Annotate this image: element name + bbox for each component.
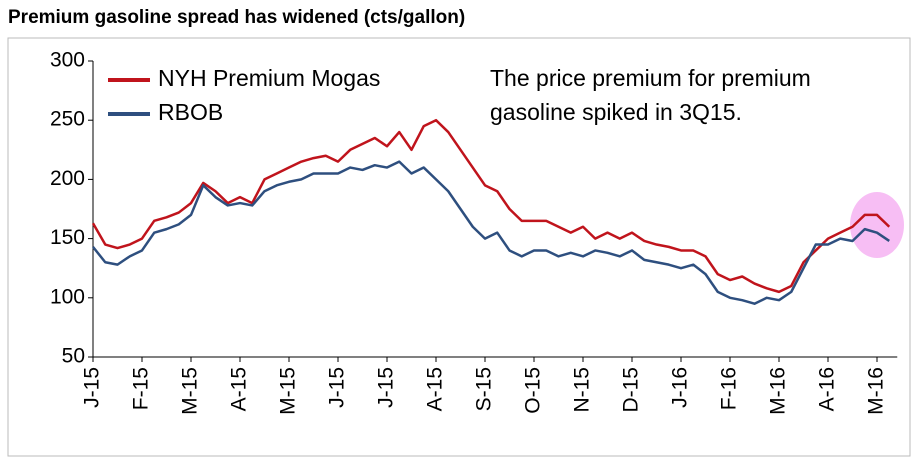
x-tick-label: J-15	[375, 367, 398, 408]
chart-frame	[7, 37, 911, 457]
x-tick-label: M-16	[865, 367, 888, 415]
y-tick-label: 150	[50, 226, 85, 249]
x-tick-label: N-15	[571, 367, 594, 413]
x-tick-label: J-16	[669, 367, 692, 408]
y-tick-label: 250	[50, 108, 85, 131]
annotation: The price premium for premium	[490, 65, 811, 91]
annotation: gasoline spiked in 3Q15.	[490, 99, 742, 125]
x-tick-label: A-16	[816, 367, 839, 411]
legend-label: RBOB	[158, 99, 223, 125]
highlight	[850, 192, 904, 258]
x-tick-label: A-15	[424, 367, 447, 411]
x-tick-label: M-16	[767, 367, 790, 415]
y-tick-label: 50	[62, 345, 85, 368]
chart-title: Premium gasoline spread has widened (cts…	[8, 7, 465, 28]
legend-label: NYH Premium Mogas	[158, 65, 380, 91]
x-tick-label: J-15	[326, 367, 349, 408]
x-tick-label: O-15	[522, 367, 545, 414]
x-tick-label: F-16	[718, 367, 741, 410]
x-tick-label: A-15	[228, 367, 251, 411]
y-tick-label: 100	[50, 285, 85, 308]
series-line	[92, 160, 890, 305]
x-tick-label: F-15	[130, 367, 153, 410]
x-tick-label: M-15	[277, 367, 300, 415]
x-tick-label: M-15	[179, 367, 202, 415]
x-tick-label: J-15	[81, 367, 104, 408]
series-line	[91, 118, 891, 294]
x-tick-label: S-15	[473, 367, 496, 411]
y-tick-label: 300	[50, 49, 85, 72]
x-tick-label: D-15	[620, 367, 643, 413]
y-tick-label: 200	[50, 167, 85, 190]
